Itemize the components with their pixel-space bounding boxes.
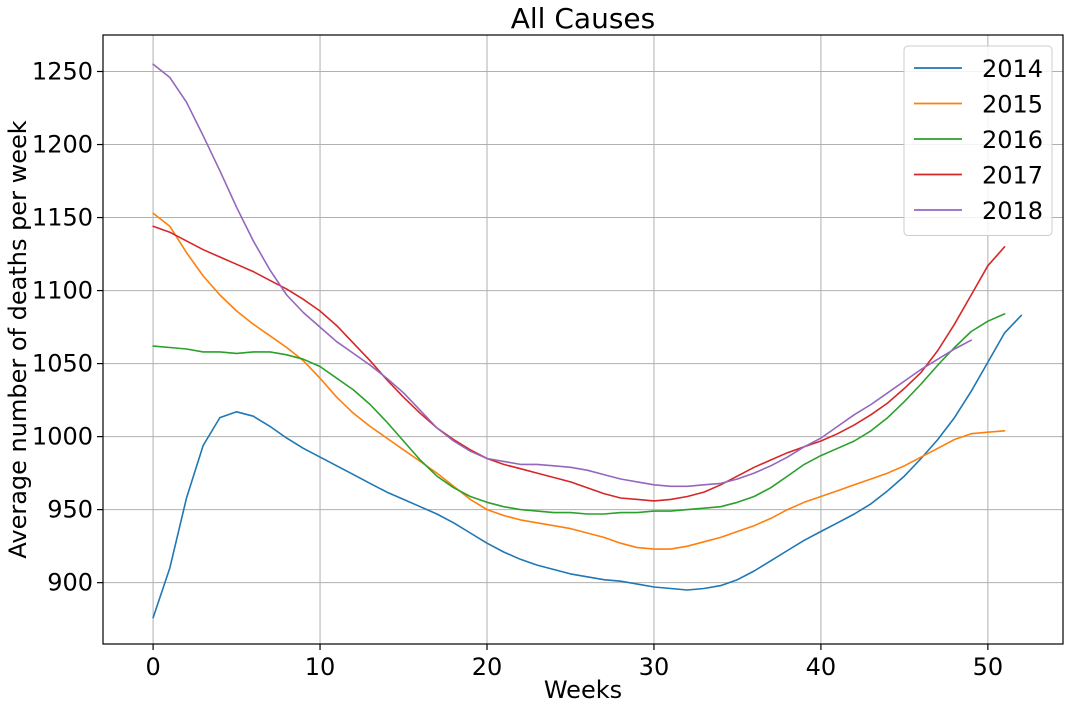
x-tick-label: 20 (472, 653, 503, 681)
y-tick-label: 1200 (32, 131, 93, 159)
series-line-2016 (152, 313, 1006, 515)
y-tick-label: 1100 (32, 277, 93, 305)
y-axis-label: Average number of deaths per week (4, 120, 32, 558)
series-line-2017 (152, 225, 1006, 502)
x-tick-label: 0 (145, 653, 160, 681)
legend-label-2018: 2018 (982, 197, 1043, 225)
x-tick-label: 30 (639, 653, 670, 681)
y-tick-label: 1000 (32, 423, 93, 451)
x-tick-label: 50 (973, 653, 1004, 681)
plot-frame (102, 34, 1064, 645)
legend-label-2015: 2015 (982, 91, 1043, 119)
x-tick-label: 10 (305, 653, 336, 681)
series-line-2018 (152, 63, 973, 488)
series-line-2014 (152, 314, 1023, 619)
legend: 2014 2015 2016 2017 2018 (903, 45, 1053, 236)
chart-title: All Causes (511, 2, 655, 35)
legend-label-2014: 2014 (982, 55, 1043, 83)
axis-ticks: 0 10 20 30 40 50 900 950 1000 1050 1100 1150 1200 125… (32, 58, 1003, 681)
legend-label-2017: 2017 (982, 162, 1043, 190)
y-tick-label: 1250 (32, 58, 93, 86)
y-tick-label: 950 (47, 496, 93, 524)
y-tick-label: 900 (47, 569, 93, 597)
series-line-2015 (152, 212, 1006, 550)
series-lines (152, 63, 1023, 619)
x-tick-label: 40 (806, 653, 837, 681)
y-tick-label: 1150 (32, 204, 93, 232)
x-axis-label: Weeks (544, 676, 622, 704)
y-tick-label: 1050 (32, 350, 93, 378)
legend-label-2016: 2016 (982, 126, 1043, 154)
legend-box (903, 45, 1053, 236)
